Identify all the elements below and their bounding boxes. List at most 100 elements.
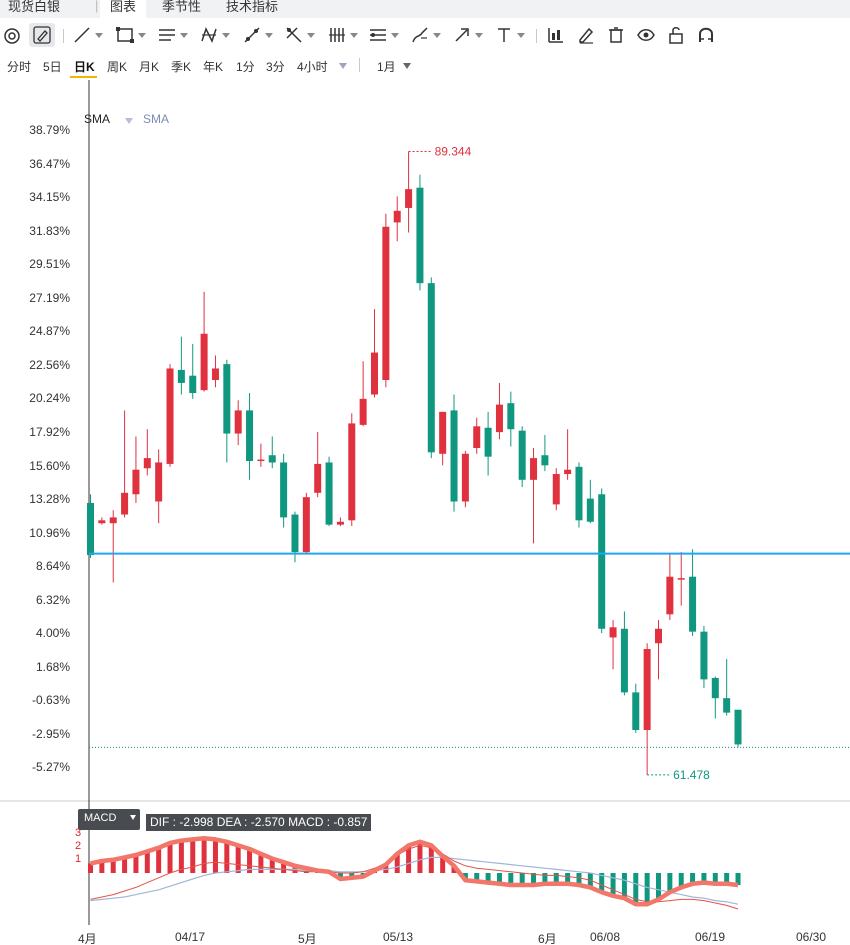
tab-seasonality[interactable]: 季节性 xyxy=(162,0,202,14)
period-5day[interactable]: 5日 xyxy=(43,60,62,74)
macd-histogram-bar xyxy=(712,873,718,884)
horizontal-lines-icon[interactable] xyxy=(157,23,188,47)
macd-indicator-button[interactable]: MACD xyxy=(78,809,140,830)
candle-body xyxy=(325,462,333,525)
gauge-icon[interactable] xyxy=(2,23,22,47)
period-intraday[interactable]: 分时 xyxy=(7,60,32,74)
chevron-down-icon[interactable] xyxy=(125,118,133,124)
period-selector: 分时 5日 日K 周K 月K 季K 年K 1分 3分 4小时 1月 xyxy=(0,52,850,80)
range-icon[interactable] xyxy=(368,23,399,47)
sma-indicator-label-2[interactable]: SMA xyxy=(143,112,170,126)
macd-histogram-bar xyxy=(212,839,218,873)
candle-body xyxy=(586,498,594,522)
macd-histogram-bar xyxy=(258,853,264,873)
candle-body xyxy=(677,578,685,580)
candle-body xyxy=(223,364,231,434)
y-tick-label: 8.64% xyxy=(35,559,70,574)
chevron-down-icon[interactable] xyxy=(403,63,411,69)
y-tick-label: 22.56% xyxy=(29,357,70,372)
period-1min[interactable]: 1分 xyxy=(236,60,255,74)
chevron-down-icon[interactable] xyxy=(339,63,347,69)
tab-technical-indicators[interactable]: 技术指标 xyxy=(226,0,279,14)
macd-histogram-bar xyxy=(281,862,287,873)
y-tick-label: 6.32% xyxy=(35,592,70,607)
macd-histogram-bar xyxy=(553,873,559,884)
brush-icon[interactable] xyxy=(410,23,441,47)
dea-line xyxy=(90,856,739,905)
arrow-icon[interactable] xyxy=(452,23,483,47)
candle-body xyxy=(484,427,492,457)
period-divider xyxy=(359,58,360,72)
macd-histogram-bar xyxy=(110,859,116,873)
candle-body xyxy=(393,210,401,223)
y-tick-label: 24.87% xyxy=(29,324,70,339)
fibonacci-icon[interactable] xyxy=(284,23,315,47)
title-separator: | xyxy=(95,0,99,13)
candle-body xyxy=(564,469,572,475)
y-tick-label: 17.92% xyxy=(29,424,70,439)
candlestick-chart[interactable]: 38.79% 36.47% 34.15% 31.83% 29.51% 27.19% 24.8… xyxy=(0,80,850,800)
macd-histogram-bar xyxy=(133,855,139,873)
parallel-line-icon[interactable] xyxy=(242,23,273,47)
y-tick-label: 27.19% xyxy=(29,290,70,305)
macd-panel[interactable]: MACD DIF : -2.998 DEA : -2.570 MACD : -0… xyxy=(0,800,850,945)
tab-chart[interactable]: 图表 xyxy=(100,0,147,18)
candle-body xyxy=(359,398,367,425)
candle-body xyxy=(234,410,242,434)
sma-indicator-label[interactable]: SMA xyxy=(84,112,111,126)
range-select[interactable]: 1月 xyxy=(377,60,396,74)
candle-body xyxy=(302,497,310,553)
candle-body xyxy=(552,474,560,505)
eye-icon[interactable] xyxy=(636,23,656,47)
candle-body xyxy=(507,403,515,430)
unlock-icon[interactable] xyxy=(666,23,686,47)
period-daily[interactable]: 日K xyxy=(74,60,95,74)
period-3min[interactable]: 3分 xyxy=(266,60,285,74)
pencil-icon[interactable] xyxy=(29,23,55,47)
candle-body xyxy=(518,430,526,480)
macd-histogram-bar xyxy=(474,873,480,882)
trash-icon[interactable] xyxy=(606,23,626,47)
vertical-bars-icon[interactable] xyxy=(327,23,358,47)
period-yearly[interactable]: 年K xyxy=(203,60,224,74)
candle-body xyxy=(711,677,719,699)
candle-body xyxy=(336,521,344,525)
rectangle-icon[interactable] xyxy=(115,23,146,47)
period-quarterly[interactable]: 季K xyxy=(171,60,192,74)
line-icon[interactable] xyxy=(72,23,103,47)
dif-line xyxy=(90,844,739,910)
period-monthly[interactable]: 月K xyxy=(139,60,160,74)
bar-chart-icon[interactable] xyxy=(546,23,566,47)
macd-histogram-bar xyxy=(576,873,582,885)
macd-histogram-bar xyxy=(144,851,150,873)
candle-body xyxy=(246,410,254,462)
candle-body xyxy=(620,628,628,693)
y-tick-label: 15.60% xyxy=(29,458,70,473)
x-tick-label: 06/08 xyxy=(590,930,621,944)
macd-histogram-bar xyxy=(496,873,502,884)
text-icon[interactable] xyxy=(494,23,525,47)
candle-body xyxy=(541,455,549,466)
x-tick-label: 04/17 xyxy=(175,930,206,944)
y-tick-label: 20.24% xyxy=(29,391,70,406)
macd-histogram-bar xyxy=(247,849,253,873)
candle-body xyxy=(348,423,356,521)
zigzag-pattern-icon[interactable] xyxy=(199,23,230,47)
toolbar-divider xyxy=(536,29,537,43)
x-tick-label: 5月 xyxy=(298,932,317,945)
magnet-icon[interactable] xyxy=(696,23,716,47)
candle-body xyxy=(473,426,481,449)
candle-body xyxy=(98,520,106,524)
macd-histogram-bar xyxy=(599,873,605,893)
candle-body xyxy=(109,517,117,524)
macd-histogram-bar xyxy=(644,873,650,905)
candle-body xyxy=(382,226,390,381)
chevron-down-icon xyxy=(130,815,136,820)
period-4hour[interactable]: 4小时 xyxy=(297,60,328,74)
x-tick-label: 4月 xyxy=(78,932,97,945)
candle-body xyxy=(268,455,276,463)
macd-envelope-line xyxy=(90,835,739,907)
edit-icon[interactable] xyxy=(576,23,596,47)
period-weekly[interactable]: 周K xyxy=(107,60,128,74)
candle-body xyxy=(723,698,731,713)
